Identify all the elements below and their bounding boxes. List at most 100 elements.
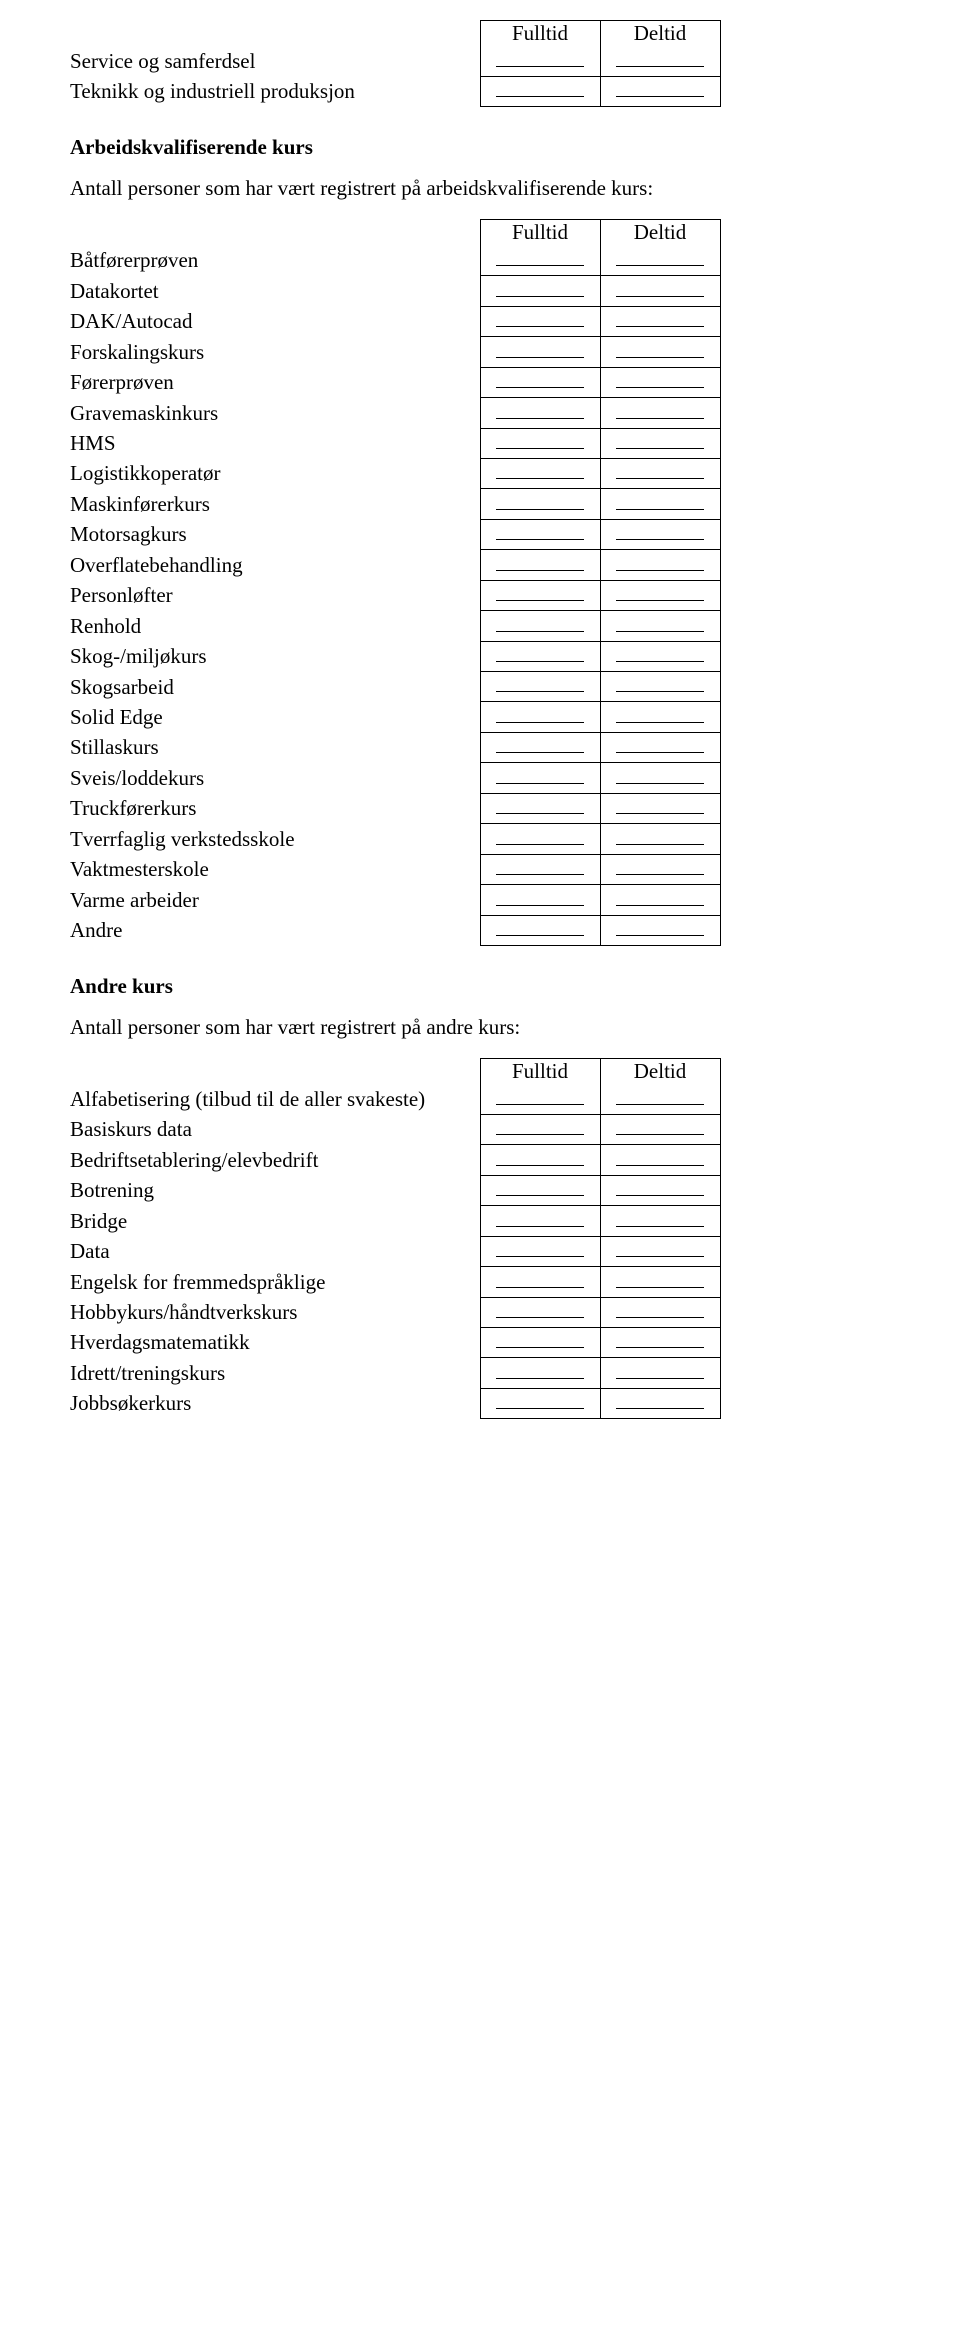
blank-underline[interactable] [496,431,584,449]
fulltid-field[interactable] [480,580,600,610]
blank-underline[interactable] [496,1361,584,1379]
fulltid-field[interactable] [480,641,600,671]
blank-underline[interactable] [616,644,704,662]
blank-underline[interactable] [616,1330,704,1348]
blank-underline[interactable] [496,340,584,358]
blank-underline[interactable] [616,1148,704,1166]
fulltid-field[interactable] [480,1327,600,1357]
blank-underline[interactable] [496,735,584,753]
blank-underline[interactable] [616,248,704,266]
deltid-field[interactable] [600,1327,720,1357]
fulltid-field[interactable] [480,702,600,732]
blank-underline[interactable] [496,553,584,571]
deltid-field[interactable] [600,1206,720,1236]
blank-underline[interactable] [616,857,704,875]
blank-underline[interactable] [616,796,704,814]
fulltid-field[interactable] [480,763,600,793]
fulltid-field[interactable] [480,46,600,76]
blank-underline[interactable] [616,279,704,297]
blank-underline[interactable] [616,431,704,449]
deltid-field[interactable] [600,1297,720,1327]
blank-underline[interactable] [496,1178,584,1196]
blank-underline[interactable] [496,1239,584,1257]
deltid-field[interactable] [600,46,720,76]
deltid-field[interactable] [600,763,720,793]
blank-underline[interactable] [616,340,704,358]
blank-underline[interactable] [616,614,704,632]
fulltid-field[interactable] [480,793,600,823]
blank-underline[interactable] [496,1117,584,1135]
deltid-field[interactable] [600,580,720,610]
blank-underline[interactable] [616,1270,704,1288]
blank-underline[interactable] [616,827,704,845]
fulltid-field[interactable] [480,489,600,519]
blank-underline[interactable] [496,309,584,327]
fulltid-field[interactable] [480,276,600,306]
blank-underline[interactable] [496,522,584,540]
blank-underline[interactable] [616,1300,704,1318]
fulltid-field[interactable] [480,1084,600,1114]
blank-underline[interactable] [496,888,584,906]
fulltid-field[interactable] [480,1175,600,1205]
blank-underline[interactable] [616,370,704,388]
fulltid-field[interactable] [480,398,600,428]
blank-underline[interactable] [616,401,704,419]
deltid-field[interactable] [600,885,720,915]
deltid-field[interactable] [600,915,720,945]
fulltid-field[interactable] [480,1236,600,1266]
blank-underline[interactable] [616,1209,704,1227]
deltid-field[interactable] [600,1236,720,1266]
fulltid-field[interactable] [480,367,600,397]
blank-underline[interactable] [496,827,584,845]
blank-underline[interactable] [496,614,584,632]
fulltid-field[interactable] [480,1267,600,1297]
blank-underline[interactable] [496,1391,584,1409]
fulltid-field[interactable] [480,854,600,884]
fulltid-field[interactable] [480,519,600,549]
deltid-field[interactable] [600,824,720,854]
blank-underline[interactable] [496,1148,584,1166]
blank-underline[interactable] [496,918,584,936]
deltid-field[interactable] [600,337,720,367]
deltid-field[interactable] [600,306,720,336]
blank-underline[interactable] [496,79,584,97]
deltid-field[interactable] [600,76,720,106]
blank-underline[interactable] [496,1270,584,1288]
blank-underline[interactable] [616,674,704,692]
deltid-field[interactable] [600,1084,720,1114]
fulltid-field[interactable] [480,1114,600,1144]
blank-underline[interactable] [616,735,704,753]
fulltid-field[interactable] [480,428,600,458]
deltid-field[interactable] [600,1114,720,1144]
blank-underline[interactable] [496,766,584,784]
fulltid-field[interactable] [480,76,600,106]
blank-underline[interactable] [496,370,584,388]
fulltid-field[interactable] [480,458,600,488]
blank-underline[interactable] [496,1330,584,1348]
deltid-field[interactable] [600,611,720,641]
blank-underline[interactable] [496,705,584,723]
deltid-field[interactable] [600,793,720,823]
blank-underline[interactable] [496,461,584,479]
fulltid-field[interactable] [480,245,600,275]
blank-underline[interactable] [616,79,704,97]
deltid-field[interactable] [600,672,720,702]
blank-underline[interactable] [616,918,704,936]
deltid-field[interactable] [600,398,720,428]
blank-underline[interactable] [616,522,704,540]
blank-underline[interactable] [616,705,704,723]
fulltid-field[interactable] [480,672,600,702]
blank-underline[interactable] [616,1239,704,1257]
fulltid-field[interactable] [480,824,600,854]
deltid-field[interactable] [600,1145,720,1175]
blank-underline[interactable] [496,796,584,814]
deltid-field[interactable] [600,276,720,306]
blank-underline[interactable] [496,248,584,266]
blank-underline[interactable] [496,49,584,67]
blank-underline[interactable] [496,279,584,297]
deltid-field[interactable] [600,1388,720,1418]
blank-underline[interactable] [616,461,704,479]
blank-underline[interactable] [616,1178,704,1196]
blank-underline[interactable] [616,309,704,327]
blank-underline[interactable] [616,1087,704,1105]
